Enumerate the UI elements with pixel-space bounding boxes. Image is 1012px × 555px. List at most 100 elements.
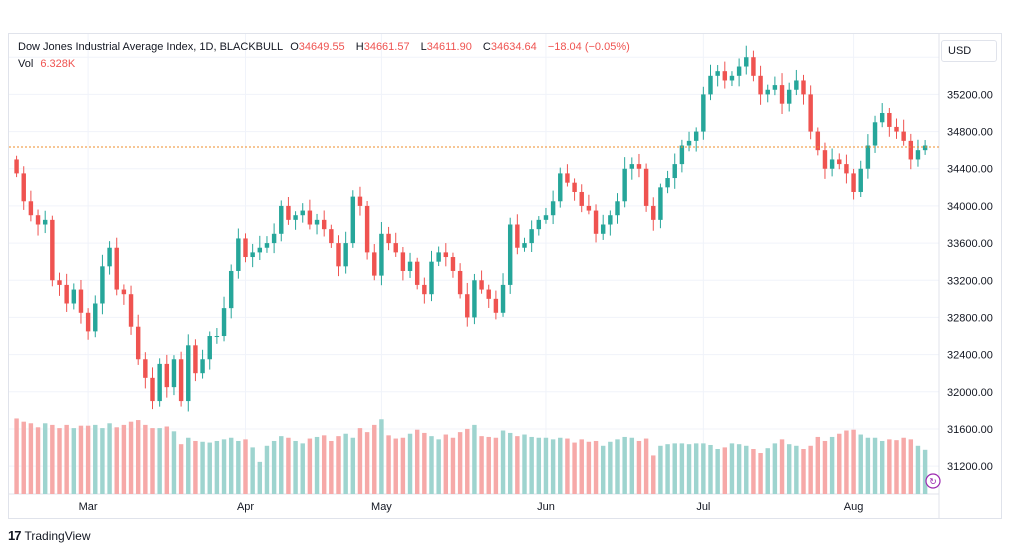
candle-body	[837, 159, 842, 165]
volume-bar	[150, 428, 155, 494]
candle-body	[722, 71, 728, 81]
candle-body	[643, 168, 649, 206]
candle-body	[429, 261, 434, 295]
scroll-to-latest-icon: ↻	[929, 477, 937, 487]
candle-body	[772, 85, 778, 90]
candle-body	[236, 238, 241, 271]
candle-body	[794, 80, 799, 90]
x-tick-label: Jul	[696, 501, 710, 513]
volume-bar	[808, 445, 813, 494]
ohlc-legend: Dow Jones Industrial Average Index, 1D, …	[18, 41, 630, 53]
volume-bar	[779, 439, 785, 494]
scroll-to-latest-button[interactable]: ↻	[925, 473, 941, 489]
candle-body	[14, 159, 19, 174]
volume-bar	[915, 445, 921, 494]
volume-bar	[651, 455, 656, 494]
x-tick-label: Jun	[537, 501, 555, 513]
candle-body	[593, 210, 599, 234]
volume-bar	[665, 444, 670, 494]
candle-body	[493, 298, 499, 313]
candle-body	[42, 219, 48, 225]
volume-bar	[543, 437, 549, 494]
y-tick-label: 33200.00	[947, 275, 993, 287]
volume-bar	[722, 447, 728, 494]
high-value: 34661.57	[363, 41, 410, 53]
volume-bar	[922, 449, 928, 494]
volume-legend: Vol 6.328K	[18, 58, 79, 70]
volume-bar	[35, 427, 41, 494]
candle-body	[529, 229, 534, 244]
candle-body	[472, 280, 477, 318]
volume-bar	[465, 428, 470, 494]
volume-bar	[429, 436, 434, 494]
tradingview-footer[interactable]: 17 TradingView	[8, 528, 91, 543]
candle-body	[901, 131, 906, 141]
y-tick-label: 32800.00	[947, 312, 993, 324]
volume-bar	[50, 424, 55, 494]
candle-body	[500, 284, 506, 313]
volume-bar	[522, 434, 527, 494]
chart-frame: 35600.0035200.0034800.0034400.0034000.00…	[8, 33, 1002, 519]
candle-body	[679, 145, 685, 165]
volume-bar	[343, 433, 348, 494]
y-tick-label: 31600.00	[947, 424, 993, 436]
candle-body	[572, 182, 577, 192]
candle-body	[300, 210, 305, 216]
volume-bar	[801, 448, 806, 494]
candle-body	[386, 233, 391, 244]
candle-body	[801, 80, 806, 95]
volume-bar	[443, 434, 449, 494]
volume-bar	[908, 439, 914, 494]
candle-body	[443, 252, 449, 258]
volume-bar	[600, 445, 606, 494]
volume-bar	[286, 437, 291, 494]
volume-bar	[336, 436, 341, 494]
symbol-title[interactable]: Dow Jones Industrial Average Index, 1D, …	[18, 41, 284, 53]
candle-body	[264, 243, 270, 248]
candle-body	[465, 294, 470, 318]
candle-body	[78, 289, 84, 313]
volume-bar	[636, 440, 642, 494]
volume-bar	[507, 432, 513, 494]
candle-body	[314, 219, 320, 225]
volume-bar	[307, 438, 313, 494]
x-tick-label: Aug	[844, 501, 864, 513]
candle-body	[178, 359, 184, 402]
candle-body	[250, 252, 255, 258]
candle-body	[271, 233, 277, 244]
volume-bar	[629, 437, 635, 494]
candle-body	[550, 201, 556, 216]
candle-body	[486, 289, 491, 299]
tradingview-logo-icon: 17	[8, 528, 22, 543]
volume-bar	[121, 424, 127, 494]
volume-bar	[693, 443, 699, 494]
candle-body	[686, 140, 692, 146]
volume-bar	[729, 443, 735, 494]
y-tick-label: 32000.00	[947, 387, 993, 399]
candle-body	[815, 131, 821, 151]
currency-button[interactable]: USD	[941, 40, 997, 62]
candle-body	[407, 261, 413, 271]
candle-body	[221, 308, 227, 337]
volume-bar	[143, 424, 148, 494]
volume-bar	[393, 438, 398, 494]
volume-bar	[314, 436, 320, 494]
candle-body	[21, 173, 26, 202]
volume-label[interactable]: Vol	[18, 58, 34, 70]
candle-body	[858, 168, 863, 192]
chart-plot[interactable]: 35600.0035200.0034800.0034400.0034000.00…	[9, 34, 1001, 518]
volume-bar	[479, 436, 484, 494]
volume-bar	[500, 430, 506, 494]
candle-body	[450, 257, 456, 271]
volume-bar	[71, 428, 77, 494]
volume-bar	[300, 443, 305, 494]
candle-body	[693, 131, 699, 141]
volume-bar	[837, 433, 842, 494]
candle-body	[28, 201, 34, 216]
candle-body	[622, 168, 627, 202]
candle-body	[35, 215, 41, 225]
candle-body	[100, 266, 105, 304]
candle-body	[872, 122, 878, 146]
tradingview-brand: TradingView	[24, 528, 91, 543]
candle-body	[708, 75, 713, 95]
